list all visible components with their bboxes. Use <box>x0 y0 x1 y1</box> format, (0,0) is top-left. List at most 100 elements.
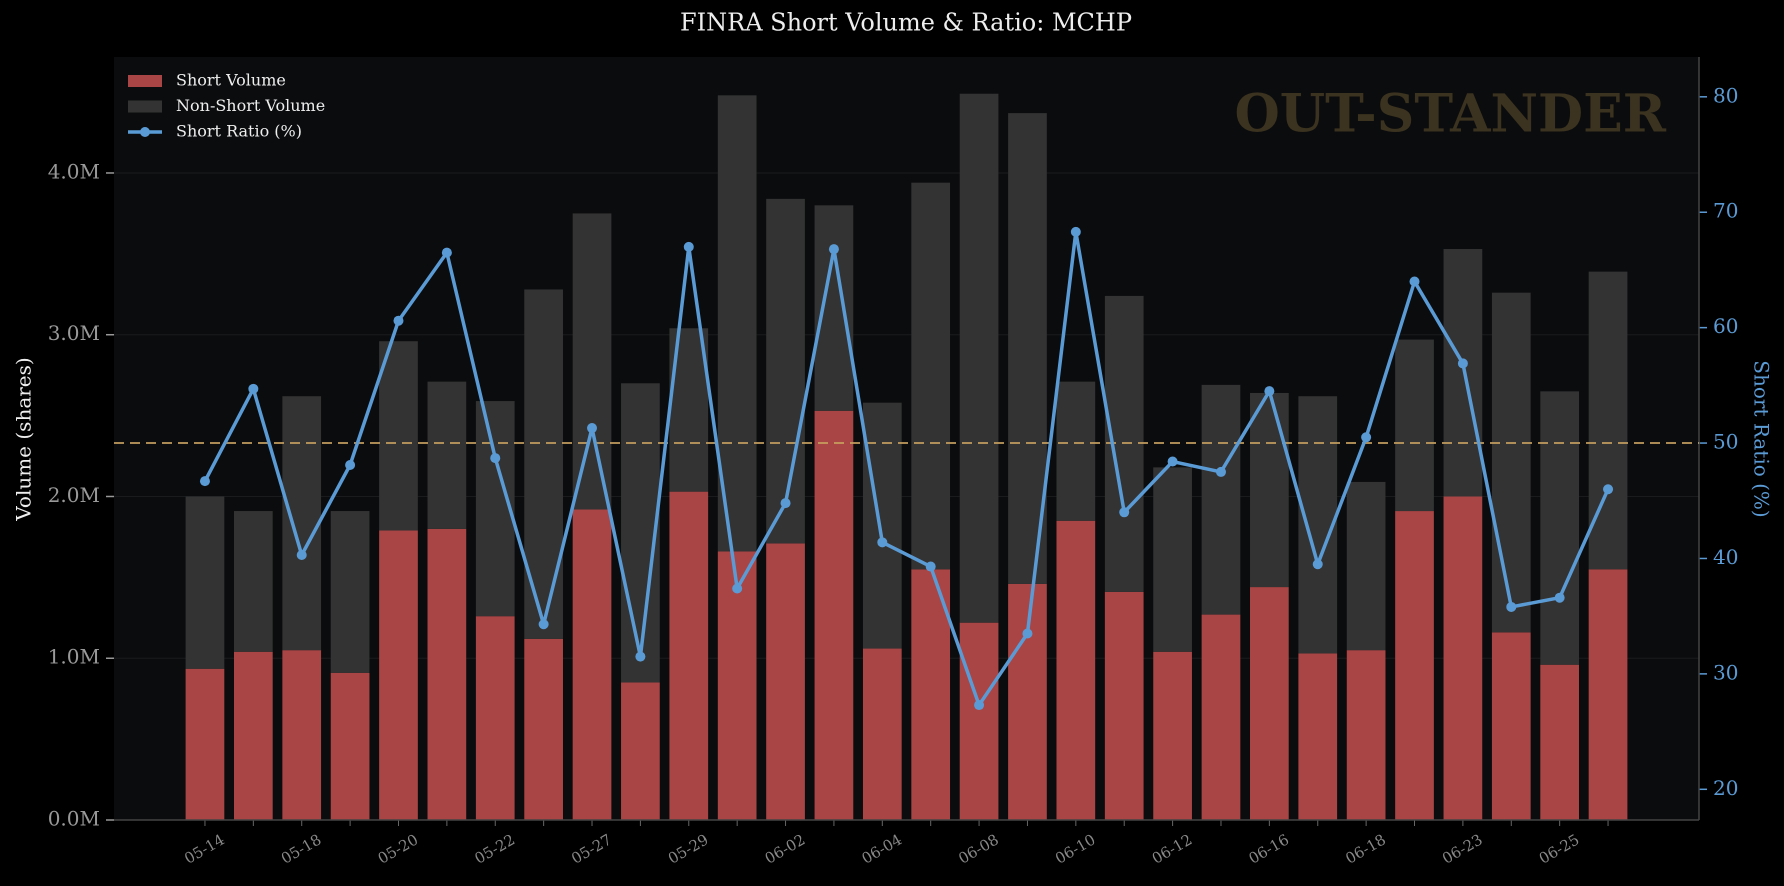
bar <box>1008 113 1047 584</box>
bar <box>475 616 515 820</box>
bar <box>1395 339 1434 512</box>
y2-tick-label: 40 <box>1713 545 1738 569</box>
ratio-point <box>1070 226 1081 237</box>
y-tick-label: 3.0M <box>48 321 100 345</box>
bar <box>1056 520 1096 820</box>
ratio-point <box>1361 432 1372 443</box>
ratio-point <box>1264 386 1275 397</box>
ratio-point <box>296 550 307 561</box>
y2-tick-label: 60 <box>1713 314 1738 338</box>
bar <box>282 396 322 651</box>
ratio-point <box>683 241 694 252</box>
y2-tick-label: 80 <box>1713 83 1738 107</box>
ratio-point <box>1215 466 1226 477</box>
ratio-point <box>974 700 985 711</box>
bar <box>621 682 660 820</box>
ratio-point <box>1506 601 1517 612</box>
ratio-point <box>1022 628 1033 639</box>
ratio-point <box>1457 358 1468 369</box>
y-tick-label: 2.0M <box>48 483 100 507</box>
y2-tick-label: 50 <box>1713 430 1738 454</box>
bar <box>1201 614 1241 820</box>
y2-tick-label: 30 <box>1713 660 1738 684</box>
y-axis-label: Volume (shares) <box>12 357 36 521</box>
ratio-line <box>203 230 1610 707</box>
bar <box>1346 481 1386 651</box>
bar <box>1298 396 1338 654</box>
bar <box>233 511 273 652</box>
bar <box>766 198 805 544</box>
bar <box>1588 271 1628 570</box>
bar <box>1298 653 1338 820</box>
legend-swatch <box>128 75 162 87</box>
y-tick-label: 1.0M <box>48 645 100 669</box>
bar <box>427 528 467 820</box>
bar <box>1443 496 1483 820</box>
bar <box>1153 467 1192 652</box>
bar <box>959 622 999 820</box>
bar <box>1491 292 1531 633</box>
bar <box>766 543 805 820</box>
ratio-point <box>1119 507 1130 518</box>
legend-label: Short Volume <box>176 71 286 90</box>
bar <box>379 530 418 820</box>
bar <box>1250 587 1289 820</box>
bar <box>282 650 322 820</box>
bar <box>814 205 854 411</box>
ratio-point <box>490 453 501 464</box>
ratio-point <box>1603 484 1614 495</box>
bar <box>717 95 757 552</box>
bar <box>185 496 225 669</box>
ratio-point <box>248 383 259 394</box>
bar <box>1443 249 1483 497</box>
ratio-point <box>1554 592 1565 603</box>
ratio-point <box>199 476 210 487</box>
legend-swatch <box>128 100 162 113</box>
ratio-point <box>587 423 598 434</box>
ratio-point <box>1167 456 1178 467</box>
bar <box>572 509 612 820</box>
bar <box>862 648 902 820</box>
bar <box>959 93 999 623</box>
chart-title: FINRA Short Volume & Ratio: MCHP <box>680 9 1132 37</box>
ratio-point <box>925 561 936 572</box>
legend-marker <box>140 127 150 137</box>
watermark: OUT-STANDER <box>1234 84 1666 145</box>
ratio-point <box>828 244 839 255</box>
bar <box>1104 591 1144 820</box>
y2-tick-label: 70 <box>1713 199 1738 223</box>
bar <box>911 569 951 820</box>
y-tick-label: 4.0M <box>48 159 100 183</box>
ratio-point <box>1312 559 1323 570</box>
bar <box>572 213 612 510</box>
bar <box>427 381 467 529</box>
bar <box>1153 651 1192 820</box>
bar <box>1201 384 1241 615</box>
bar <box>911 182 951 570</box>
bar <box>669 491 709 820</box>
ratio-point <box>780 498 791 509</box>
bar <box>185 668 225 820</box>
bar <box>1491 632 1531 820</box>
bar <box>1395 511 1434 820</box>
ratio-point <box>441 247 452 258</box>
bar <box>1346 650 1386 820</box>
bar <box>524 638 563 820</box>
bar <box>524 289 563 639</box>
y-tick-label: 0.0M <box>48 807 100 831</box>
bar <box>1540 391 1580 665</box>
y2-tick-label: 20 <box>1713 776 1738 800</box>
ratio-point <box>635 651 646 662</box>
legend-label: Short Ratio (%) <box>176 122 302 141</box>
ratio-point <box>1409 276 1420 287</box>
legend-label: Non-Short Volume <box>176 96 325 115</box>
bar <box>1056 381 1096 521</box>
bar <box>814 410 854 820</box>
bar <box>1540 664 1580 820</box>
ratio-point <box>393 315 404 326</box>
bar <box>233 651 273 820</box>
ratio-point <box>345 459 356 470</box>
bar <box>862 402 902 649</box>
